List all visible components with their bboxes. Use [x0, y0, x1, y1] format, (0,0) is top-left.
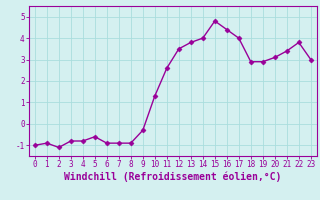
X-axis label: Windchill (Refroidissement éolien,°C): Windchill (Refroidissement éolien,°C) [64, 172, 282, 182]
